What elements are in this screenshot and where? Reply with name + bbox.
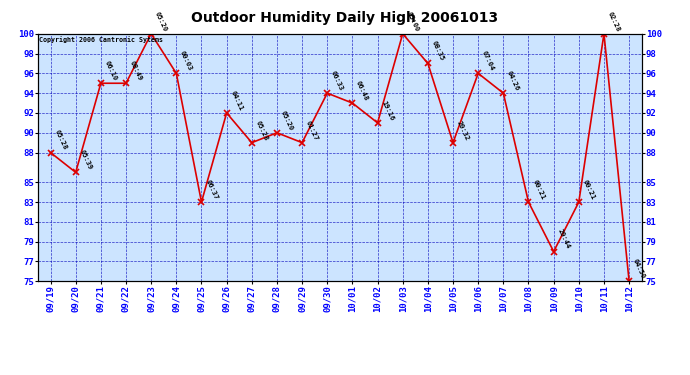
Text: 20:44: 20:44 xyxy=(556,228,571,250)
Text: 05:39: 05:39 xyxy=(79,149,93,171)
Text: 01:27: 01:27 xyxy=(305,120,319,141)
Text: 20:32: 20:32 xyxy=(456,120,470,141)
Text: 06:37: 06:37 xyxy=(204,179,219,201)
Text: 06:48: 06:48 xyxy=(355,80,370,102)
Text: 06:33: 06:33 xyxy=(330,70,344,92)
Text: 08:49: 08:49 xyxy=(129,60,144,82)
Text: 19:16: 19:16 xyxy=(380,100,395,122)
Text: 05:20: 05:20 xyxy=(154,10,168,32)
Text: 00:21: 00:21 xyxy=(582,179,596,201)
Text: 05:28: 05:28 xyxy=(255,120,269,141)
Text: 04:50: 04:50 xyxy=(632,258,647,280)
Text: 05:20: 05:20 xyxy=(279,110,294,131)
Text: 07:04: 07:04 xyxy=(481,50,495,72)
Text: 04:11: 04:11 xyxy=(229,90,244,111)
Text: 05:28: 05:28 xyxy=(53,129,68,151)
Text: Outdoor Humidity Daily High 20061013: Outdoor Humidity Daily High 20061013 xyxy=(191,11,499,25)
Text: 00:03: 00:03 xyxy=(179,50,193,72)
Text: Copyright 2006 Cantronic Sytems: Copyright 2006 Cantronic Sytems xyxy=(39,36,163,43)
Text: 00:21: 00:21 xyxy=(531,179,546,201)
Text: 06:10: 06:10 xyxy=(104,60,118,82)
Text: 08:35: 08:35 xyxy=(431,40,445,62)
Text: 05:00: 05:00 xyxy=(406,10,420,32)
Text: 04:26: 04:26 xyxy=(506,70,520,92)
Text: 02:28: 02:28 xyxy=(607,10,621,32)
